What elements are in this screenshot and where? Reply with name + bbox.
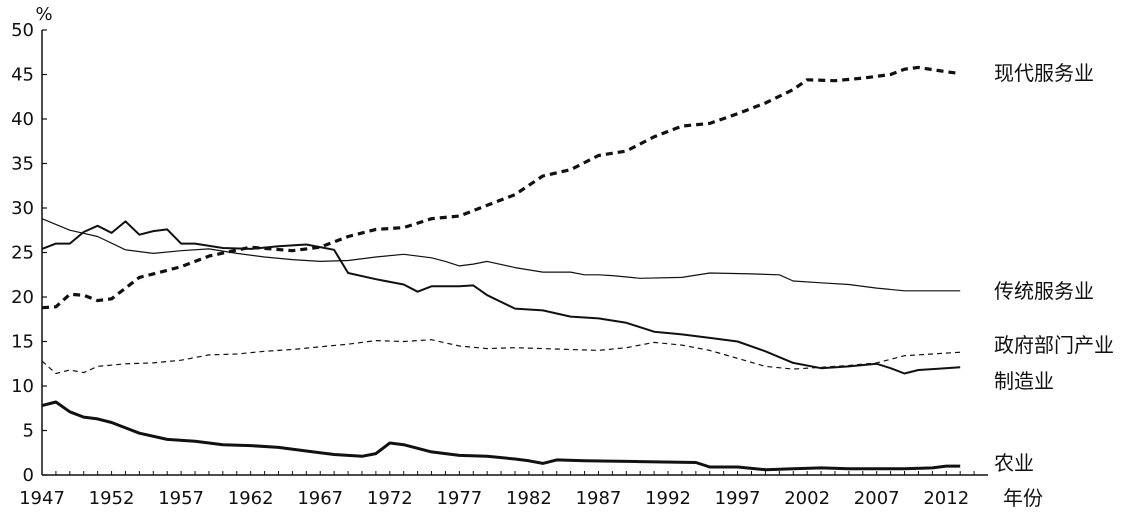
axes: 0 5 10 15 20 25 30 35 40 45 50 1947 1952 1957 1962 196…: [11, 4, 1043, 510]
x-tick-label: 1982: [506, 488, 552, 509]
y-tick-label: 40: [11, 109, 34, 130]
y-tick-label: 15: [11, 332, 34, 353]
series-lines: [41, 65, 961, 472]
series-label-1: 传统服务业: [994, 279, 1094, 303]
y-axis-label: %: [35, 4, 52, 25]
x-tick-label: 1977: [436, 488, 482, 509]
series-line-0: [41, 65, 961, 310]
x-axis-ticks: 1947 1952 1957 1962 1967 1972 1977 1982 1987 1992…: [19, 471, 975, 509]
y-tick-label: 30: [11, 198, 34, 219]
y-tick-label: 10: [11, 376, 34, 397]
x-tick-label: 1967: [297, 488, 343, 509]
series-label-0: 现代服务业: [994, 61, 1094, 85]
y-tick-label: 35: [11, 154, 34, 175]
x-tick-label: 1997: [715, 488, 761, 509]
y-tick-label: 45: [11, 65, 34, 86]
y-axis-ticks: 0 5 10 15 20 25 30 35 40 45 50: [11, 20, 47, 486]
series-line-4: [41, 400, 961, 472]
y-tick-label: 25: [11, 243, 34, 264]
x-tick-label: 1957: [158, 488, 204, 509]
series-line-2: [41, 339, 961, 375]
x-axis-label: 年份: [1003, 486, 1043, 510]
x-tick-label: 1962: [228, 488, 274, 509]
x-tick-label: 2012: [923, 488, 969, 509]
x-tick-label: 2002: [784, 488, 830, 509]
x-tick-label: 1992: [645, 488, 691, 509]
series-label-4: 农业: [994, 451, 1034, 475]
series-line-3: [41, 220, 961, 375]
x-tick-label: 1972: [367, 488, 413, 509]
series-label-3: 制造业: [994, 369, 1054, 393]
x-tick-label: 1987: [576, 488, 622, 509]
series-line-1: [41, 218, 961, 292]
x-tick-label: 2007: [854, 488, 900, 509]
y-tick-label: 20: [11, 287, 34, 308]
y-tick-label: 0: [23, 465, 34, 486]
x-tick-label: 1952: [89, 488, 135, 509]
y-tick-label: 50: [11, 20, 34, 41]
x-tick-label: 1947: [19, 488, 65, 509]
y-tick-label: 5: [23, 421, 34, 442]
series-label-2: 政府部门产业: [994, 333, 1114, 357]
